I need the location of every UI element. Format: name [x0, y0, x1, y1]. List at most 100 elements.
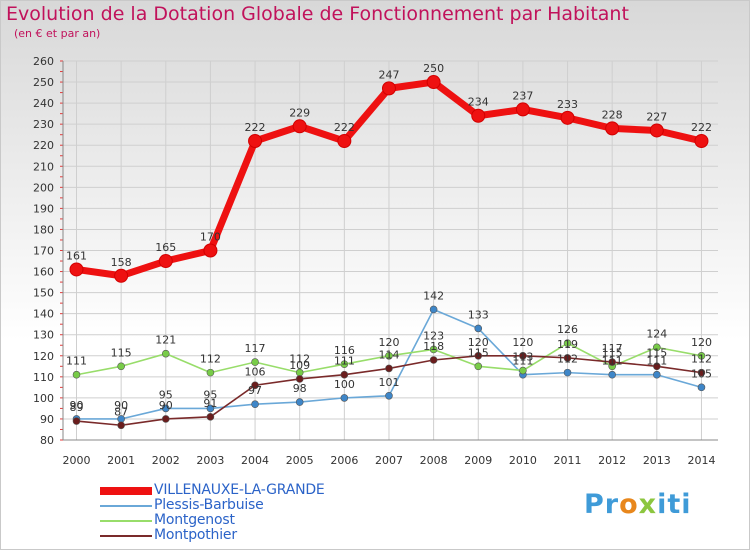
y-tick-label: 80	[40, 434, 54, 447]
data-label: 109	[289, 359, 310, 372]
y-tick-label: 90	[40, 413, 54, 426]
data-point	[385, 364, 393, 373]
data-point	[203, 243, 218, 258]
data-point	[519, 351, 527, 360]
y-tick-label: 240	[33, 97, 54, 110]
legend-label: Plessis-Barbuise	[154, 497, 264, 513]
data-point	[653, 362, 661, 371]
y-tick-label: 170	[33, 245, 54, 258]
legend-label: Montpothier	[154, 527, 237, 543]
data-label: 113	[512, 351, 533, 364]
data-label: 228	[602, 108, 623, 121]
x-tick-label: 2014	[687, 454, 715, 467]
data-label: 233	[557, 98, 578, 111]
data-point	[206, 404, 215, 413]
data-point	[114, 268, 129, 283]
data-label: 112	[557, 353, 578, 366]
data-label: 111	[512, 355, 533, 368]
data-label: 115	[468, 346, 489, 359]
data-label: 158	[111, 256, 132, 269]
data-point	[340, 370, 349, 379]
data-label: 126	[557, 323, 578, 336]
data-point	[295, 398, 304, 406]
legend-swatch	[100, 520, 152, 522]
legend-swatch	[100, 487, 152, 495]
y-tick-label: 140	[33, 308, 54, 321]
data-label: 117	[245, 342, 266, 355]
data-label: 112	[691, 353, 712, 366]
data-point	[429, 305, 438, 314]
y-tick-label: 250	[33, 76, 54, 89]
data-label: 222	[691, 121, 712, 134]
data-label: 124	[646, 327, 667, 340]
y-tick-label: 180	[33, 223, 54, 236]
data-point	[161, 415, 170, 423]
data-point	[72, 370, 81, 379]
x-tick-label: 2004	[241, 454, 269, 467]
legend-swatch	[100, 505, 152, 507]
data-point	[694, 134, 709, 149]
y-tick-label: 260	[33, 55, 54, 68]
y-tick-label: 190	[33, 202, 54, 215]
data-point	[474, 324, 483, 333]
data-label: 112	[200, 353, 221, 366]
data-label: 161	[66, 249, 87, 262]
data-label: 120	[691, 336, 712, 349]
legend-label: VILLENAUXE-LA-GRANDE	[154, 482, 325, 498]
x-tick-label: 2001	[107, 454, 135, 467]
data-point	[295, 375, 304, 383]
data-label: 116	[334, 344, 355, 357]
y-tick-label: 210	[33, 160, 54, 173]
data-label: 250	[423, 62, 444, 75]
data-point	[653, 343, 661, 352]
data-label: 123	[423, 329, 444, 342]
data-label: 222	[334, 121, 355, 134]
data-point	[519, 366, 527, 375]
data-point	[429, 345, 438, 354]
x-tick-label: 2002	[152, 454, 180, 467]
y-tick-label: 100	[33, 392, 54, 405]
data-point	[292, 119, 307, 134]
data-label: 118	[423, 340, 444, 353]
data-point	[474, 351, 483, 360]
data-point	[563, 368, 572, 377]
data-point	[251, 400, 259, 409]
data-point	[117, 421, 125, 430]
data-point	[697, 368, 706, 377]
y-tick-label: 110	[33, 371, 54, 384]
y-tick-label: 230	[33, 118, 54, 131]
data-point	[72, 417, 81, 425]
data-label: 227	[646, 110, 667, 123]
x-tick-label: 2008	[420, 454, 448, 467]
data-label: 105	[691, 367, 712, 380]
data-point	[161, 404, 170, 413]
x-tick-label: 2011	[554, 454, 582, 467]
data-point	[337, 134, 352, 149]
data-label: 89	[70, 401, 84, 414]
data-label: 87	[114, 405, 128, 418]
data-point	[206, 368, 215, 377]
data-label: 106	[245, 365, 266, 378]
data-label: 112	[289, 353, 310, 366]
data-label: 114	[378, 348, 399, 361]
data-label: 98	[293, 382, 307, 395]
data-label: 115	[646, 346, 667, 359]
legend-swatch	[100, 535, 152, 537]
data-label: 121	[155, 334, 176, 347]
data-point	[340, 394, 349, 402]
x-tick-label: 2000	[63, 454, 91, 467]
data-label: 111	[646, 355, 667, 368]
data-point	[563, 354, 572, 362]
data-point	[653, 370, 661, 379]
data-label: 237	[512, 89, 533, 102]
x-tick-label: 2012	[598, 454, 626, 467]
data-point	[206, 413, 215, 421]
data-point	[385, 351, 393, 360]
data-label: 115	[111, 346, 132, 359]
data-label: 120	[468, 336, 489, 349]
data-point	[117, 362, 125, 371]
data-label: 119	[557, 338, 578, 351]
data-label: 142	[423, 289, 444, 302]
data-label: 229	[289, 106, 310, 119]
chart-title: Evolution de la Dotation Globale de Fonc…	[6, 3, 629, 25]
